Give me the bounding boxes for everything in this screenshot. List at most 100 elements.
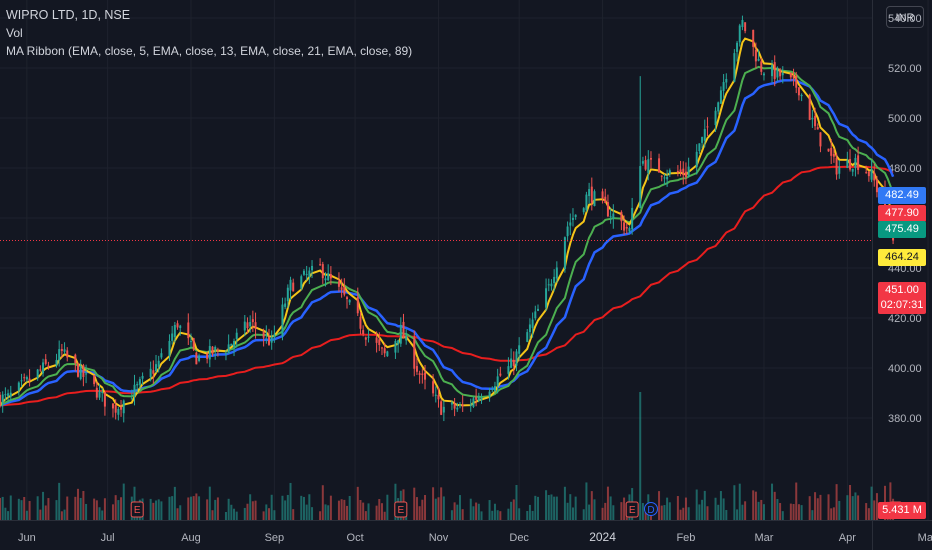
- candle-body: [273, 334, 276, 338]
- volume-bar: [682, 507, 685, 520]
- candle-body: [545, 288, 548, 308]
- volume-bar: [367, 503, 370, 520]
- candle-body: [171, 333, 174, 341]
- volume-bar: [736, 509, 739, 520]
- candle-body: [122, 400, 125, 414]
- volume-legend[interactable]: Vol: [6, 26, 23, 40]
- candle-body: [507, 366, 510, 374]
- ma-ribbon-legend[interactable]: MA Ribbon (EMA, close, 5, EMA, close, 13…: [6, 44, 413, 58]
- candle-body: [424, 372, 427, 380]
- volume-bar: [593, 499, 596, 520]
- candle-body: [173, 324, 176, 338]
- volume-bar: [85, 503, 88, 520]
- volume-bar: [800, 505, 803, 520]
- candle-body: [418, 373, 421, 375]
- volume-bar: [308, 494, 311, 520]
- volume-bar: [243, 507, 246, 520]
- volume-bar: [507, 508, 510, 520]
- candle-body: [658, 158, 661, 173]
- candle-body: [477, 396, 480, 401]
- candle-body: [639, 166, 642, 209]
- volume-bar: [111, 504, 114, 520]
- candle-body: [208, 346, 211, 360]
- volume-bar: [703, 490, 706, 520]
- volume-bar: [698, 504, 701, 520]
- candle-body: [77, 363, 80, 377]
- candle-body: [537, 308, 539, 311]
- volume-bar: [440, 487, 443, 520]
- candle-body: [865, 172, 868, 174]
- volume-bar: [340, 499, 343, 520]
- volume-bar: [714, 497, 717, 520]
- candle-body: [413, 338, 416, 369]
- volume-bar: [819, 494, 822, 520]
- x-tick-label: Jun: [18, 532, 36, 544]
- volume-bar: [827, 494, 830, 520]
- volume-bar: [300, 495, 303, 520]
- candle-body: [528, 324, 531, 333]
- volume-bar: [537, 496, 539, 520]
- volume-bar: [875, 493, 878, 520]
- candle-body: [660, 175, 663, 177]
- candle-body: [757, 58, 760, 61]
- candle-body: [380, 347, 383, 349]
- candle-body: [641, 161, 644, 164]
- volume-bar: [0, 497, 1, 520]
- candle-body: [176, 323, 179, 328]
- volume-bar: [179, 505, 182, 520]
- volume-bar: [733, 485, 736, 520]
- candle-body: [243, 321, 246, 331]
- volume-bar: [343, 499, 346, 520]
- volume-bar: [160, 501, 163, 520]
- y-tick-label: 480.00: [888, 163, 922, 175]
- y-tick-label: 500.00: [888, 113, 922, 125]
- volume-bar: [555, 496, 558, 520]
- volume-bar: [816, 498, 819, 520]
- candle-body: [779, 69, 782, 77]
- ema21-line: [0, 78, 895, 407]
- candle-body: [98, 390, 101, 398]
- chart-legend: WIPRO LTD, 1D, NSE Vol MA Ribbon (EMA, c…: [6, 6, 412, 60]
- currency-button[interactable]: INR: [886, 6, 924, 28]
- volume-bar: [744, 501, 747, 520]
- candle-body: [854, 157, 857, 169]
- candle-body: [701, 136, 704, 143]
- y-tick-label: 420.00: [888, 313, 922, 325]
- volume-bar: [571, 507, 574, 520]
- candle-body: [687, 166, 690, 176]
- volume-bar: [157, 499, 160, 520]
- candle-body: [149, 368, 152, 378]
- volume-bar: [668, 502, 671, 520]
- volume-bar: [337, 500, 340, 520]
- symbol-title[interactable]: WIPRO LTD, 1D, NSE: [6, 8, 131, 22]
- ema89-line: [0, 165, 894, 407]
- candle-body: [461, 404, 464, 407]
- last-price-value: 451.00: [885, 284, 919, 296]
- volume-bar: [781, 511, 784, 520]
- candle-body: [738, 25, 741, 43]
- candle-body: [795, 75, 798, 88]
- candle-body: [773, 62, 776, 79]
- candle-body: [518, 345, 521, 354]
- candle-body: [36, 369, 39, 379]
- volume-bar: [375, 505, 378, 520]
- volume-bar: [612, 505, 615, 520]
- volume-bar: [262, 511, 265, 520]
- candle-body: [4, 394, 7, 396]
- x-tick-label: May: [918, 532, 932, 544]
- candle-body: [356, 297, 359, 314]
- volume-bar: [437, 497, 440, 520]
- volume-bar: [499, 511, 502, 520]
- candle-body: [192, 338, 195, 350]
- volume-bar: [585, 482, 588, 520]
- candle-body: [754, 49, 757, 62]
- candle-body: [308, 270, 311, 277]
- volume-bar: [512, 499, 515, 520]
- candle-body: [155, 364, 158, 371]
- x-tick-label: Dec: [509, 532, 529, 544]
- candle-body: [329, 274, 332, 279]
- volume-bar: [103, 498, 106, 520]
- volume-bar: [302, 496, 305, 520]
- volume-bar: [590, 491, 593, 520]
